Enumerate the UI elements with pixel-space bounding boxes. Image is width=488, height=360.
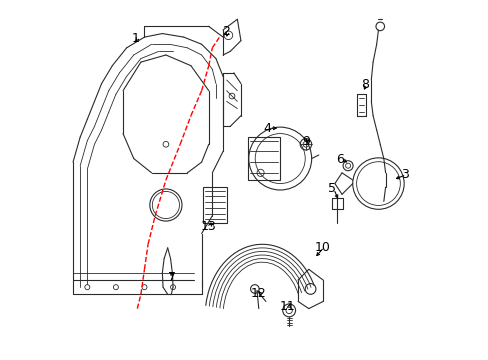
Text: 4: 4 [263,122,271,135]
Text: 9: 9 [302,135,309,148]
Text: 13: 13 [200,220,216,233]
Text: 1: 1 [131,32,139,45]
Text: 11: 11 [279,300,295,313]
Text: 6: 6 [336,153,344,166]
Text: 3: 3 [400,168,407,181]
Text: 5: 5 [327,183,335,195]
Text: 12: 12 [250,287,266,300]
Bar [203,187,226,223]
Text: 10: 10 [314,240,329,254]
Text: 2: 2 [222,25,229,38]
Text: 7: 7 [168,271,176,284]
Text: 8: 8 [361,78,368,91]
